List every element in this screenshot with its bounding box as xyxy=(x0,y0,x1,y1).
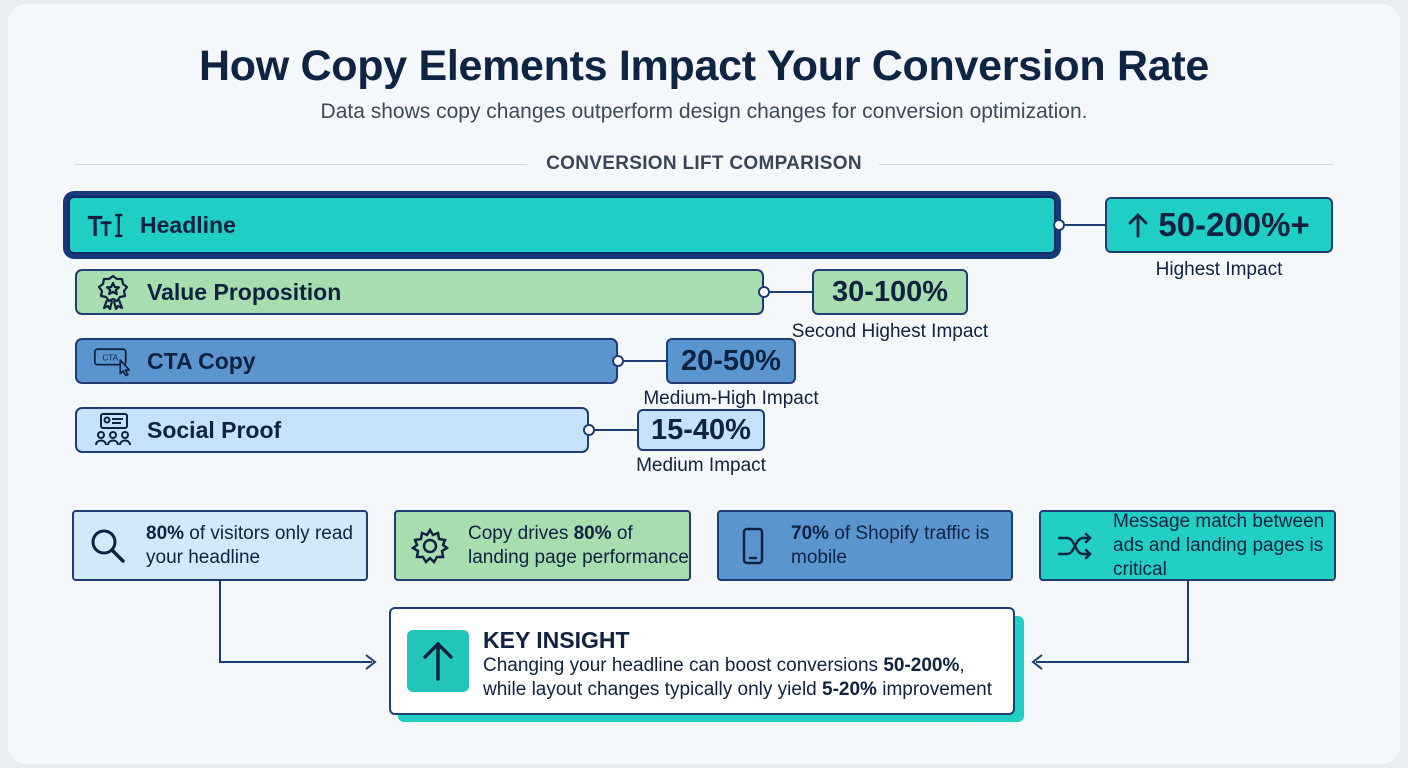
arrow-up-icon xyxy=(1128,212,1148,238)
impact-label: Medium-High Impact xyxy=(643,388,819,409)
mobile-icon xyxy=(731,524,775,568)
bar-social-proof: Social Proof xyxy=(75,407,589,453)
section-divider-left xyxy=(75,164,527,165)
cta-click-icon: CTA xyxy=(93,343,133,379)
bar-headline: Headline xyxy=(68,196,1056,254)
page-subtitle: Data shows copy changes outperform desig… xyxy=(320,100,1088,123)
section-label: CONVERSION LIFT COMPARISON xyxy=(546,153,862,174)
connector-dot xyxy=(583,424,595,436)
stat-card-message-match: Message match between ads and landing pa… xyxy=(1039,510,1336,581)
insight-line-1: Changing your headline can boost convers… xyxy=(483,655,965,676)
search-icon xyxy=(86,524,130,568)
connector-line xyxy=(624,360,666,362)
connector-dot xyxy=(758,286,770,298)
bar-label: CTA Copy xyxy=(147,347,256,374)
shuffle-icon xyxy=(1053,524,1097,568)
connector-dot xyxy=(612,355,624,367)
value-label: 30-100% xyxy=(812,269,968,315)
bar-label: Value Proposition xyxy=(147,278,342,305)
value-label: 50-200%+ xyxy=(1105,197,1333,253)
stat-text: Copy drives 80% of landing page performa… xyxy=(468,522,689,568)
bar-label: Headline xyxy=(140,211,236,238)
connector-line xyxy=(1065,224,1105,226)
stat-text: 80% of visitors only read your headline xyxy=(146,522,353,568)
text-size-icon xyxy=(86,207,126,243)
impact-label: Highest Impact xyxy=(1155,259,1283,280)
award-icon xyxy=(93,274,133,310)
page-title: How Copy Elements Impact Your Conversion… xyxy=(199,42,1209,90)
social-proof-icon xyxy=(93,412,133,448)
connector-line xyxy=(595,429,637,431)
stat-card-headline-reading: 80% of visitors only read your headline xyxy=(72,510,368,581)
bar-label: Social Proof xyxy=(147,416,282,443)
bar-value-proposition: Value Proposition xyxy=(75,269,764,315)
value-label: 20-50% xyxy=(666,338,796,384)
value-label: 15-40% xyxy=(637,409,765,451)
stat-text: 70% of Shopify traffic is mobile xyxy=(791,522,990,568)
connector-line xyxy=(770,291,812,293)
insight-line-2: while layout changes typically only yiel… xyxy=(483,679,993,700)
stat-text: Message match between ads and landing pa… xyxy=(1113,510,1325,580)
insight-title: KEY INSIGHT xyxy=(483,627,630,653)
arrow-up-icon xyxy=(407,630,469,692)
key-insight-box: KEY INSIGHT Changing your headline can b… xyxy=(389,607,1015,715)
impact-label: Second Highest Impact xyxy=(791,321,989,342)
connector-dot xyxy=(1053,219,1065,231)
stat-card-copy-performance: Copy drives 80% of landing page performa… xyxy=(394,510,691,581)
stat-card-mobile-traffic: 70% of Shopify traffic is mobile xyxy=(717,510,1013,581)
impact-label: Medium Impact xyxy=(636,455,766,476)
svg-text:CTA: CTA xyxy=(102,354,118,363)
bar-cta-copy: CTA CTA Copy xyxy=(75,338,618,384)
section-divider-right xyxy=(879,164,1333,165)
gear-icon xyxy=(408,524,452,568)
